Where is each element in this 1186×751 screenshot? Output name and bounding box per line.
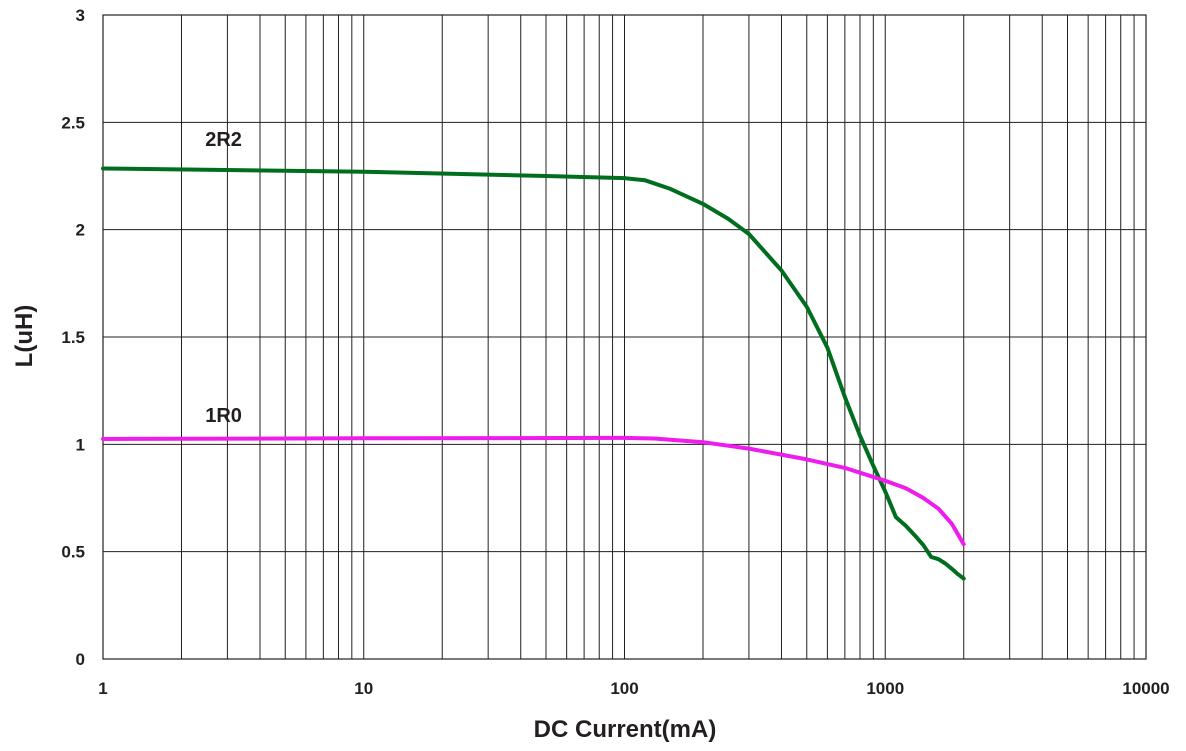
series-label-1r0: 1R0 [205, 405, 242, 427]
series-line-2r2 [101, 166, 966, 581]
x-tick-label: 1000 [866, 679, 904, 698]
x-axis-title: DC Current(mA) [534, 716, 717, 743]
y-tick-label: 1.5 [61, 328, 85, 347]
x-tick-label: 100 [610, 679, 638, 698]
grid-layer [102, 14, 1147, 660]
label-layer: 1 10 100 1000 10000 0 0.5 1 1.5 2 2.5 3 2R2 1R0 [61, 6, 1169, 698]
y-tick-label: 3 [76, 6, 85, 25]
series-line-1r0 [101, 435, 966, 547]
y-tick-label: 0.5 [61, 543, 85, 562]
series-layer [101, 166, 966, 581]
x-tick-label: 1 [98, 679, 107, 698]
y-tick-label: 0 [76, 650, 85, 669]
y-tick-label: 2.5 [61, 113, 85, 132]
x-tick-label: 10 [354, 679, 373, 698]
y-tick-label: 2 [76, 221, 85, 240]
x-tick-label: 10000 [1122, 679, 1169, 698]
plot-frame [102, 14, 1147, 660]
series-label-2r2: 2R2 [205, 129, 242, 151]
y-tick-label: 1 [76, 435, 85, 454]
y-axis-title: L(uH) [11, 305, 38, 368]
